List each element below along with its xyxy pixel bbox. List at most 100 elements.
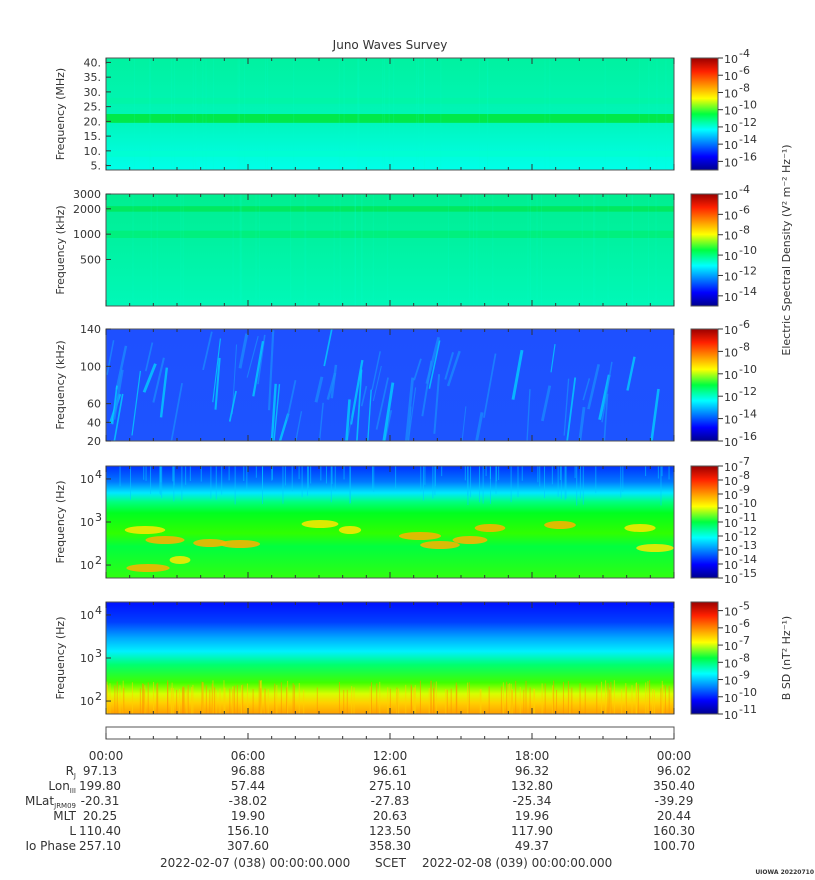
- emission-streak: [550, 344, 556, 373]
- ephemeris-value: 275.10: [369, 779, 411, 793]
- emission-streak: [382, 382, 395, 441]
- colorbar-tick-exponent: -16: [739, 430, 757, 443]
- ephemeris-value: 49.37: [515, 839, 549, 853]
- figure-title: Juno Waves Survey: [332, 38, 448, 52]
- spectrogram-panels: 40. 35. 30. 25.20. 15. 10. 5. Frequency (MHz) 10…: [54, 47, 793, 722]
- emission-streak: [345, 399, 351, 441]
- y-tick-label: 20: [87, 435, 101, 448]
- colorbar-tick-exponent: -8: [739, 469, 750, 482]
- colorbar-tick-exponent: -4: [739, 47, 750, 60]
- emission-streak: [407, 387, 417, 441]
- time-tick-label: 00:00: [89, 749, 124, 763]
- emission-streak: [475, 412, 484, 441]
- emission-streak: [372, 365, 382, 402]
- colorbar-tick-label: 10: [724, 87, 738, 100]
- y-tick-label: 140: [80, 323, 101, 336]
- ephemeris-value: 307.60: [227, 839, 269, 853]
- y-tick-label: 40: [87, 416, 101, 429]
- footer-start-time: 2022-02-07 (038) 00:00:00.000: [160, 856, 350, 870]
- colorbar-tick-label: 10: [724, 391, 738, 404]
- y-tick-label: 100: [80, 360, 101, 373]
- emission-blob: [219, 540, 261, 548]
- emission-blob: [193, 539, 227, 547]
- emission-streak: [144, 342, 154, 372]
- colorbar-tick-label: 10: [724, 531, 738, 544]
- emission-streak: [212, 338, 221, 403]
- footer-end-time: 2022-02-08 (039) 00:00:00.000: [422, 856, 612, 870]
- colorbar-tick-exponent: -12: [739, 525, 757, 538]
- y-tick-label: 20.: [84, 115, 102, 128]
- colorbar-tick-exponent: -14: [739, 408, 757, 421]
- y-tick-label: 10: [80, 652, 94, 665]
- ephemeris-value: 199.80: [79, 779, 121, 793]
- spectrogram-body: [106, 58, 674, 170]
- emission-streak: [252, 340, 265, 397]
- colorbar-tick-label: 10: [724, 517, 738, 530]
- emission-streak: [106, 340, 115, 376]
- emission-streak: [270, 383, 277, 441]
- ephemeris-label-sub: III: [70, 787, 76, 795]
- emission-streak: [541, 385, 552, 422]
- colorbar-tick-exponent: -6: [739, 318, 750, 331]
- colorbar-tick-exponent: -12: [739, 385, 757, 398]
- ephemeris-value: 20.63: [373, 809, 407, 823]
- emission-streak: [214, 357, 221, 410]
- colorbar-tick-exponent: -5: [739, 600, 750, 613]
- emission-blob: [624, 524, 656, 532]
- emission-streak: [587, 363, 600, 410]
- emission-streak: [428, 340, 441, 389]
- colorbar-tick-label: 10: [724, 436, 738, 449]
- emission-streak: [511, 349, 524, 400]
- colorbar-tick-label: 10: [724, 209, 738, 222]
- y-tick-label: 10: [80, 516, 94, 529]
- colorbar-tick-exponent: -9: [739, 669, 750, 682]
- ephemeris-value: 156.10: [227, 824, 269, 838]
- spectrogram-body: [106, 194, 674, 306]
- colorbar: [690, 328, 719, 442]
- emission-streak: [170, 382, 183, 441]
- colorbar-tick-label: 10: [724, 545, 738, 558]
- colorbar-tick-label: 10: [724, 139, 738, 152]
- colorbar: [690, 57, 719, 171]
- colorbar-tick-label: 10: [724, 640, 738, 653]
- colorbar-tick-label: 10: [724, 623, 738, 636]
- ephemeris-value: 20.25: [83, 809, 117, 823]
- emission-band: [106, 97, 674, 104]
- time-tick-label: 12:00: [373, 749, 408, 763]
- emission-streak: [246, 335, 259, 378]
- emission-band: [106, 150, 674, 157]
- ephemeris-value: 160.30: [653, 824, 695, 838]
- colorbar-tick-exponent: -10: [739, 686, 757, 699]
- spectrogram-background: [106, 466, 674, 578]
- emission-streak: [349, 359, 364, 425]
- ephemeris-value: 97.13: [83, 764, 117, 778]
- emission-band: [106, 206, 674, 212]
- emission-blob: [398, 532, 442, 540]
- time-tick-label: 00:00: [657, 749, 692, 763]
- colorbar: [690, 465, 719, 579]
- ephemeris-label: MLT: [53, 809, 76, 823]
- colorbar-tick-label: 10: [724, 692, 738, 705]
- colorbar-tick-exponent: -8: [739, 651, 750, 664]
- ephemeris-value: 350.40: [653, 779, 695, 793]
- emission-streak: [603, 393, 609, 441]
- emission-streak: [421, 360, 433, 417]
- colorbar-tick-label: 10: [724, 70, 738, 83]
- emission-streak: [407, 406, 412, 441]
- emission-streak: [113, 393, 124, 441]
- emission-streak: [582, 378, 591, 401]
- ephemeris-label-sub: JRM09: [53, 802, 76, 810]
- emission-streak: [371, 351, 381, 391]
- ephemeris-label: MLatJRM09: [25, 794, 76, 810]
- colorbar-tick-exponent: -8: [739, 81, 750, 94]
- colorbar-tick-exponent: -12: [739, 116, 757, 129]
- ephemeris-value: 110.40: [79, 824, 121, 838]
- colorbar-tick-exponent: -16: [739, 150, 757, 163]
- emission-streak: [131, 370, 142, 436]
- emission-blob: [452, 536, 488, 544]
- ephemeris-value: 57.44: [231, 779, 265, 793]
- y-tick-label: 500: [80, 253, 101, 266]
- ephemeris-value: 96.32: [515, 764, 549, 778]
